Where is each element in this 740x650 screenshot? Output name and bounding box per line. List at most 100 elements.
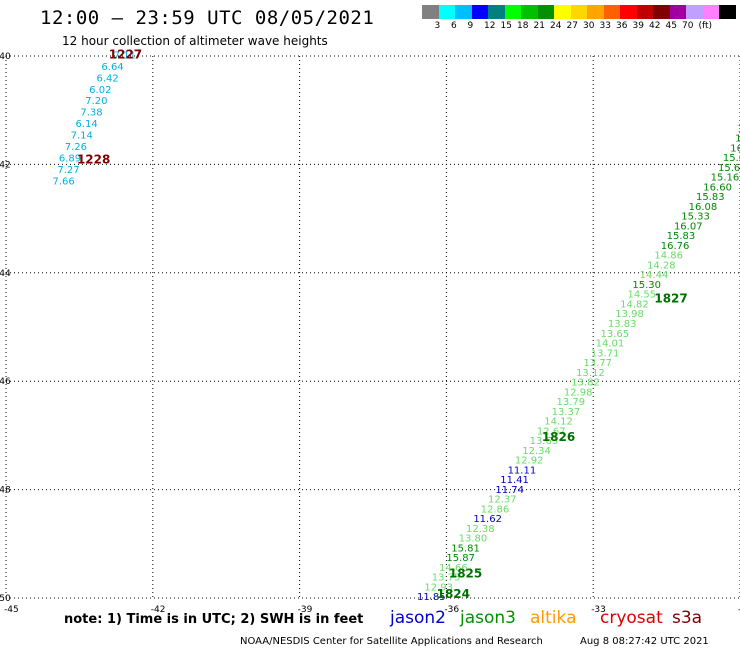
page-subtitle: 12 hour collection of altimeter wave hei… xyxy=(62,34,328,48)
legend-label: 9 xyxy=(467,21,474,31)
wave-height-point: 6.89 xyxy=(59,154,81,165)
wave-height-point: 16.76 xyxy=(661,241,690,252)
legend-swatch xyxy=(719,5,736,19)
x-tick-label: -45 xyxy=(4,605,19,615)
legend-swatch xyxy=(422,5,439,19)
wave-height-point: 12.98 xyxy=(564,387,593,398)
satellite-legend-item: jason3 xyxy=(460,608,516,628)
legend-swatch xyxy=(702,5,719,19)
legend-label: 45 xyxy=(665,21,677,31)
wave-height-point: 6.14 xyxy=(75,119,97,130)
wave-height-point: 11.85 xyxy=(417,592,446,603)
wave-height-point: 16.60 xyxy=(703,182,732,193)
legend-swatch xyxy=(669,5,686,19)
wave-height-point: 15.83 xyxy=(696,192,725,203)
wave-height-point: 15.16 xyxy=(711,173,740,184)
legend-swatch xyxy=(504,5,521,19)
wave-height-point: 15.81 xyxy=(451,543,480,554)
wave-height-point: 13.77 xyxy=(583,358,612,369)
legend-swatch xyxy=(521,5,538,19)
wave-height-point: 7.26 xyxy=(65,142,87,153)
wave-height-point: 11.11 xyxy=(508,465,537,476)
legend-swatch xyxy=(554,5,571,19)
y-tick-label: -40 xyxy=(0,52,11,62)
wave-height-point: 13.63 xyxy=(530,436,559,447)
wave-height-point: 14.44 xyxy=(640,270,669,281)
wave-height-point: 15.03 xyxy=(723,153,740,164)
wave-height-point: 12.92 xyxy=(515,456,544,467)
wave-height-point: 16.7 xyxy=(730,143,740,154)
legend-swatch xyxy=(570,5,587,19)
legend-label: 18 xyxy=(517,21,529,31)
satellite-legend-item: cryosat xyxy=(600,608,663,628)
y-tick-label: -48 xyxy=(0,486,11,496)
wave-height-point: 15.87 xyxy=(446,553,475,564)
legend-label: 36 xyxy=(616,21,628,31)
wave-height-point: 7.14 xyxy=(71,130,93,141)
wave-height-point: 11.62 xyxy=(473,514,502,525)
wave-height-point: 13.12 xyxy=(576,368,605,379)
x-tick-label: -42 xyxy=(151,605,166,615)
wave-height-point: 6.02 xyxy=(89,85,111,96)
satellite-legend-item: s3a xyxy=(672,608,703,628)
y-tick-label: -50 xyxy=(0,594,11,604)
legend-label: 42 xyxy=(649,21,661,31)
wave-height-point: 12.37 xyxy=(488,495,517,506)
time-annotation: 1228 xyxy=(77,152,110,166)
wave-height-point: 7.20 xyxy=(85,96,107,107)
wave-height-point: 13.37 xyxy=(552,407,581,418)
legend-swatch xyxy=(686,5,703,19)
wave-height-point: 15.30 xyxy=(632,280,661,291)
legend-label: 27 xyxy=(566,21,578,31)
time-annotation: 1827 xyxy=(654,292,687,306)
wave-height-point: 7.38 xyxy=(80,108,102,119)
wave-height-point: 14.55 xyxy=(627,290,656,301)
wave-height-point: 15.33 xyxy=(681,212,710,223)
wave-height-point: 13.83 xyxy=(608,319,637,330)
legend-swatch xyxy=(537,5,554,19)
wave-height-point: 7.11 xyxy=(114,51,136,62)
wave-height-point: 13.65 xyxy=(601,329,630,340)
wave-height-point: 11.74 xyxy=(495,485,524,496)
wave-height-point: 16.07 xyxy=(674,221,703,232)
wave-height-point: 14.82 xyxy=(620,299,649,310)
x-tick-label: -39 xyxy=(298,605,313,615)
legend-swatch xyxy=(455,5,472,19)
footer-time: Aug 8 08:27:42 UTC 2021 xyxy=(580,636,709,647)
wave-height-point: 13.71 xyxy=(591,348,620,359)
wave-height-point: 13.80 xyxy=(459,534,488,545)
legend-swatch xyxy=(653,5,670,19)
wave-height-point: 14.28 xyxy=(647,260,676,271)
legend-swatch xyxy=(471,5,488,19)
wave-height-point: 6.64 xyxy=(101,62,123,73)
legend-swatch xyxy=(603,5,620,19)
y-tick-label: -44 xyxy=(0,269,11,279)
wave-height-point: 12.86 xyxy=(481,504,510,515)
legend-label: 39 xyxy=(632,21,644,31)
legend-label: 70 xyxy=(682,21,694,31)
wave-height-point: 12.38 xyxy=(466,524,495,535)
legend-swatch xyxy=(636,5,653,19)
legend-swatch xyxy=(620,5,637,19)
legend-label: 24 xyxy=(550,21,562,31)
wave-height-point: 16.08 xyxy=(689,202,718,213)
wave-height-point: 12.93 xyxy=(424,582,453,593)
legend-label: 6 xyxy=(451,21,457,31)
wave-height-point: 12.34 xyxy=(522,446,551,457)
wave-height-point: 13.98 xyxy=(615,309,644,320)
time-annotation: 1227 xyxy=(109,48,142,62)
wave-height-point: 14.66 xyxy=(439,563,468,574)
x-tick-label: -36 xyxy=(444,605,459,615)
legend-label: 33 xyxy=(599,21,611,31)
page-title: 12:00 — 23:59 UTC 08/05/2021 xyxy=(40,7,375,29)
y-tick-label: -46 xyxy=(0,377,11,387)
wave-height-point: 7.27 xyxy=(57,165,79,176)
wave-height-point: 13.75 xyxy=(432,573,461,584)
legend-label: 21 xyxy=(533,21,545,31)
wave-height-point: 14.86 xyxy=(654,251,683,262)
time-annotation: 1825 xyxy=(449,566,482,580)
legend-label: 15 xyxy=(500,21,512,31)
legend-label: 3 xyxy=(434,21,441,31)
legend-swatch xyxy=(587,5,604,19)
